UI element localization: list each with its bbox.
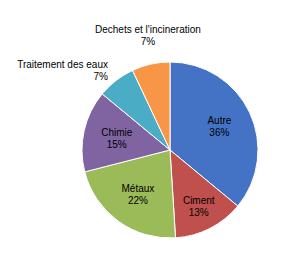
slice-percent: 15% [107, 139, 127, 150]
slice-name: Autre [207, 115, 231, 126]
chart-container: Autre36% Ciment13% Métaux22% Chimie15% Trait… [0, 0, 294, 262]
slice-label: Métaux22% [122, 183, 155, 206]
slice-percent: 13% [189, 207, 209, 218]
slice-percent: 22% [128, 195, 148, 206]
wedge [133, 62, 170, 150]
slice-percent: 36% [209, 127, 229, 138]
slice-label: Chimie15% [101, 127, 133, 150]
slice-name: Chimie [101, 127, 133, 138]
pie-chart: Autre36% Ciment13% Métaux22% Chimie15% Trait… [0, 0, 294, 262]
slice-label: Autre36% [207, 115, 231, 138]
slice-name: Ciment [183, 195, 215, 206]
slice-percent: 7% [141, 36, 156, 47]
slice-label: Ciment13% [183, 195, 215, 218]
slice-name: Traitement des eaux [17, 59, 108, 70]
slice-label: Traitement des eaux7% [17, 59, 108, 82]
wedges [82, 62, 258, 238]
labels: Autre36% Ciment13% Métaux22% Chimie15% Trait… [17, 24, 232, 218]
slice-label: Dechets et l'incineration7% [95, 24, 201, 47]
slice-percent: 7% [94, 71, 109, 82]
slice-name: Dechets et l'incineration [95, 24, 201, 35]
slice-name: Métaux [122, 183, 155, 194]
wedge [170, 150, 238, 238]
